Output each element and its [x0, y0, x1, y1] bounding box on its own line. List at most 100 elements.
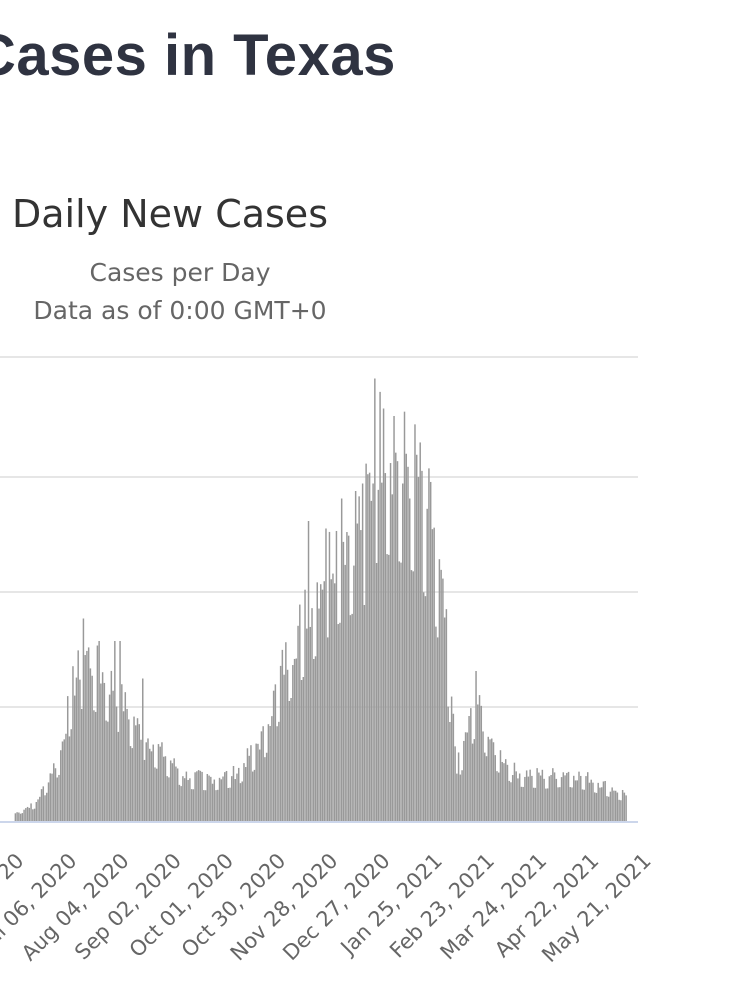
bar [152, 744, 154, 821]
bar [21, 813, 24, 821]
bar [321, 589, 324, 821]
bar [358, 496, 360, 821]
bar [546, 788, 549, 821]
bar [583, 789, 585, 821]
bar [197, 770, 200, 821]
bar [611, 787, 613, 821]
bar [138, 724, 141, 821]
bar [122, 711, 125, 821]
bar [442, 578, 444, 821]
bar [464, 732, 467, 821]
bar [269, 726, 271, 821]
bar [304, 589, 306, 821]
bar [211, 783, 214, 821]
bar [450, 696, 453, 821]
bar [206, 774, 209, 821]
bar [309, 626, 312, 821]
bar [217, 789, 219, 821]
bar [143, 759, 146, 821]
bar [363, 605, 366, 821]
bar [311, 608, 313, 821]
chart-subtitle-line-1: Cases per Day [89, 258, 271, 287]
bar [260, 731, 263, 821]
bar [264, 757, 266, 821]
bar [515, 771, 517, 821]
bar [129, 746, 132, 821]
bar [504, 759, 507, 821]
bar [283, 674, 285, 821]
bar [105, 720, 107, 821]
bar [595, 792, 598, 821]
bar [571, 787, 573, 821]
bar [340, 498, 343, 821]
bar [592, 782, 594, 821]
bar [241, 781, 243, 821]
bar [356, 523, 359, 821]
bar [56, 777, 58, 821]
bar [438, 559, 441, 821]
bar [100, 683, 102, 821]
bar [539, 775, 542, 821]
bar [286, 669, 289, 821]
bar [203, 790, 205, 821]
bar [60, 750, 62, 821]
bar [567, 771, 570, 821]
bar [248, 755, 250, 821]
bar [119, 641, 121, 821]
bar [161, 742, 163, 821]
bar [433, 527, 435, 821]
bar [569, 787, 572, 821]
bar [154, 767, 156, 821]
bar [178, 784, 181, 821]
bar [30, 803, 32, 821]
bar [328, 531, 331, 821]
bar [72, 666, 74, 821]
bar [54, 768, 57, 821]
bar [171, 763, 174, 821]
bar [108, 694, 111, 821]
bar [42, 786, 45, 821]
bar [325, 528, 327, 821]
bar [543, 778, 545, 821]
bar [215, 790, 217, 821]
bar [326, 637, 329, 821]
bar [131, 748, 134, 821]
bar [482, 731, 484, 821]
bar [489, 739, 491, 821]
bar [192, 789, 195, 821]
bar [208, 775, 210, 821]
bar [586, 772, 589, 821]
bar [405, 453, 407, 821]
bar [545, 788, 547, 821]
bar [417, 477, 420, 821]
bar [477, 704, 479, 821]
bar [33, 808, 36, 821]
bar [518, 773, 521, 821]
bar [384, 473, 387, 821]
bar [372, 483, 374, 821]
bar [136, 718, 139, 821]
bar [529, 769, 531, 821]
bar [470, 708, 472, 821]
bar [475, 671, 477, 821]
bar [573, 775, 575, 821]
bar [496, 771, 498, 821]
bar [471, 743, 474, 821]
bar [77, 650, 79, 821]
bar [491, 738, 493, 821]
bar [335, 530, 338, 821]
bar [229, 787, 231, 821]
bar [466, 732, 469, 821]
bar [510, 782, 512, 821]
bar [485, 756, 488, 821]
bar [306, 628, 308, 821]
bar [149, 748, 151, 821]
bar [557, 787, 559, 821]
bar [576, 780, 578, 821]
bar [257, 743, 259, 821]
bar [323, 581, 325, 821]
bar [66, 696, 69, 821]
bar [520, 786, 523, 821]
bar [302, 677, 305, 821]
bar [513, 762, 516, 821]
